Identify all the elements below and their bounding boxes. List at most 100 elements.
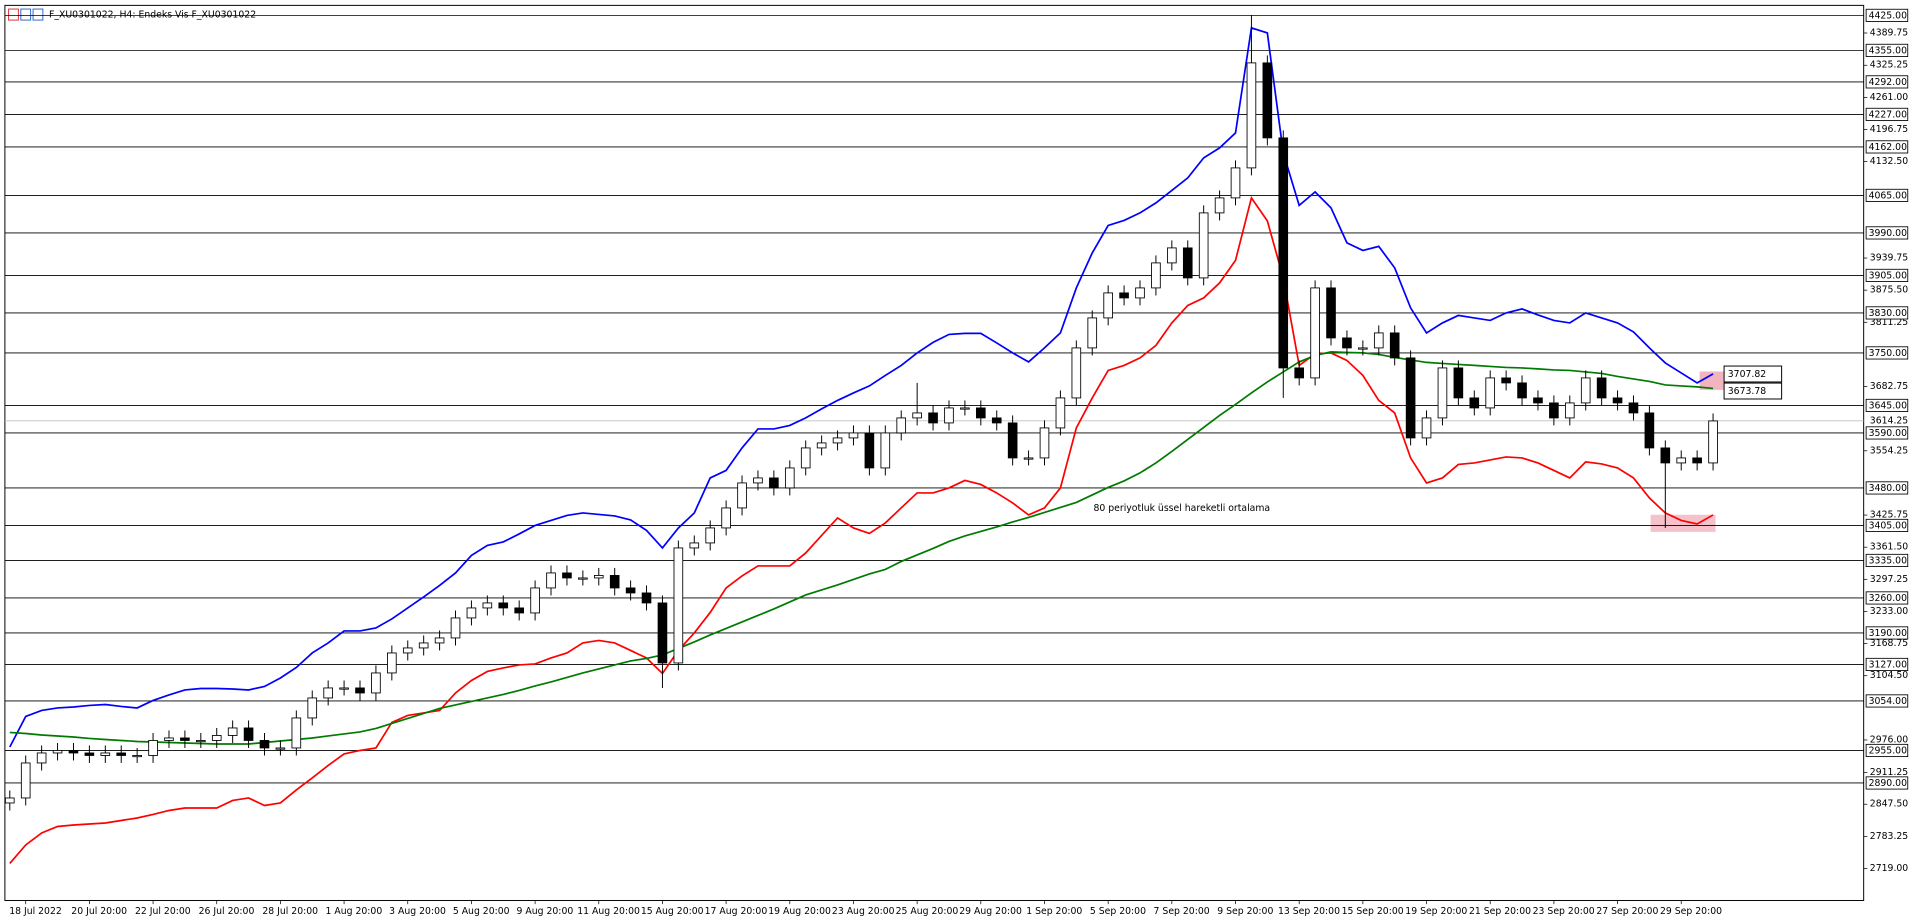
- x-tick-label: 13 Sep 20:00: [1278, 906, 1340, 917]
- candle-body: [20, 762, 31, 799]
- candle-body: [1182, 247, 1193, 279]
- price-label-box: [1723, 365, 1783, 383]
- candle-body: [116, 752, 127, 756]
- level-label: 3335.00: [1869, 556, 1908, 567]
- candle-body: [466, 607, 477, 619]
- candle-body: [180, 737, 190, 741]
- y-tick-label: 2783.25: [1870, 831, 1909, 842]
- level-label-box: [1865, 8, 1909, 22]
- last-price-label: 3614.25: [1870, 415, 1909, 426]
- candle-body: [721, 507, 731, 529]
- level-label: 2955.00: [1869, 746, 1908, 757]
- candle-body: [769, 477, 779, 489]
- candle-body: [387, 652, 397, 674]
- candle-body: [291, 717, 302, 749]
- candle-body: [1135, 287, 1145, 299]
- x-tick-label: 25 Aug 20:00: [896, 906, 959, 917]
- candle-body: [1517, 382, 1527, 399]
- x-tick-label: 5 Aug 20:00: [453, 906, 510, 917]
- candle-body: [928, 412, 938, 424]
- candle-body: [1119, 292, 1129, 299]
- level-label-box: [1865, 657, 1909, 672]
- candle-body: [800, 447, 811, 469]
- candle-body: [1007, 422, 1018, 459]
- highlight-box: [1699, 371, 1727, 390]
- candle-body: [1628, 402, 1639, 414]
- level-label: 4162.00: [1869, 142, 1908, 153]
- candle-body: [1246, 62, 1257, 169]
- y-tick-label: 3361.50: [1870, 542, 1909, 553]
- y-tick-label: 2719.00: [1870, 863, 1909, 874]
- x-tick-label: 18 Jul 2022: [9, 906, 62, 917]
- y-tick-label: 3554.25: [1870, 445, 1909, 456]
- candle-body: [1485, 377, 1496, 409]
- price-label: 3707.82: [1728, 369, 1766, 380]
- candle-body: [880, 432, 891, 469]
- candle-body: [1405, 357, 1416, 439]
- candle-body: [864, 432, 875, 469]
- candle-body: [1564, 402, 1575, 419]
- icon-part: [8, 8, 19, 21]
- candle-body: [960, 407, 970, 410]
- candle-body: [450, 617, 461, 639]
- candle-body: [609, 575, 620, 589]
- candle-body: [307, 697, 318, 719]
- y-tick-label: 4132.50: [1870, 156, 1909, 167]
- level-label: 2890.00: [1869, 778, 1908, 789]
- annotation: 80 periyotluk üssel hareketli ortalama: [1093, 503, 1270, 514]
- y-tick-label: 2976.00: [1870, 734, 1909, 745]
- level-label-box: [1865, 553, 1909, 567]
- y-tick-label: 4196.75: [1870, 124, 1909, 135]
- candle-body: [1071, 347, 1082, 399]
- candle-body: [402, 647, 413, 654]
- levels: [4, 14, 1864, 784]
- candle-body: [1692, 457, 1702, 464]
- candle-body: [896, 417, 907, 434]
- candle-body: [1660, 447, 1671, 464]
- candle-body: [1214, 197, 1225, 214]
- y-tick-label: 4389.75: [1870, 28, 1909, 39]
- candle-body: [1230, 167, 1241, 199]
- x-tick-label: 21 Sep 20:00: [1469, 906, 1531, 917]
- x-tick-label: 27 Sep 20:00: [1596, 906, 1658, 917]
- x-tick-label: 15 Aug 20:00: [641, 906, 704, 917]
- candle-body: [68, 750, 79, 754]
- candle-body: [36, 752, 47, 764]
- x-tick-label: 11 Aug 20:00: [577, 906, 640, 917]
- level-label: 3190.00: [1869, 628, 1908, 639]
- x-tick-label: 19 Aug 20:00: [768, 906, 831, 917]
- candle-body: [243, 727, 254, 741]
- candle-body: [1596, 377, 1607, 399]
- price-label-box: [1723, 382, 1783, 400]
- candle-body: [1342, 337, 1352, 349]
- level-label-box: [1865, 346, 1909, 360]
- level-label-box: [1865, 518, 1909, 532]
- candle-body: [562, 572, 572, 579]
- candle-body: [164, 737, 174, 741]
- candle-body: [1708, 420, 1718, 464]
- candle-body: [1549, 402, 1559, 419]
- candle-body: [673, 547, 684, 664]
- candle-body: [100, 752, 111, 756]
- candle-body: [84, 752, 95, 756]
- candle-body: [1389, 332, 1400, 359]
- candle-body: [1612, 397, 1623, 404]
- candle-body: [1326, 287, 1336, 339]
- candle-body: [4, 797, 15, 804]
- x-tick-label: 20 Jul 20:00: [71, 906, 127, 917]
- level-label-box: [1865, 426, 1909, 440]
- plot-frame: [4, 4, 1865, 901]
- x-tick-label: 1 Aug 20:00: [325, 906, 382, 917]
- level-label: 3260.00: [1869, 593, 1908, 604]
- candle-body: [339, 687, 349, 690]
- level-label-box: [1865, 591, 1909, 605]
- level-label: 3405.00: [1869, 521, 1908, 532]
- x-tick-label: 17 Aug 20:00: [705, 906, 768, 917]
- y-tick-label: 4325.25: [1870, 60, 1909, 71]
- candle-body: [976, 407, 986, 419]
- icon-part: [20, 8, 32, 21]
- candle-body: [1676, 457, 1687, 464]
- candle-body: [991, 417, 1002, 424]
- x-tick-label: 7 Sep 20:00: [1154, 906, 1210, 917]
